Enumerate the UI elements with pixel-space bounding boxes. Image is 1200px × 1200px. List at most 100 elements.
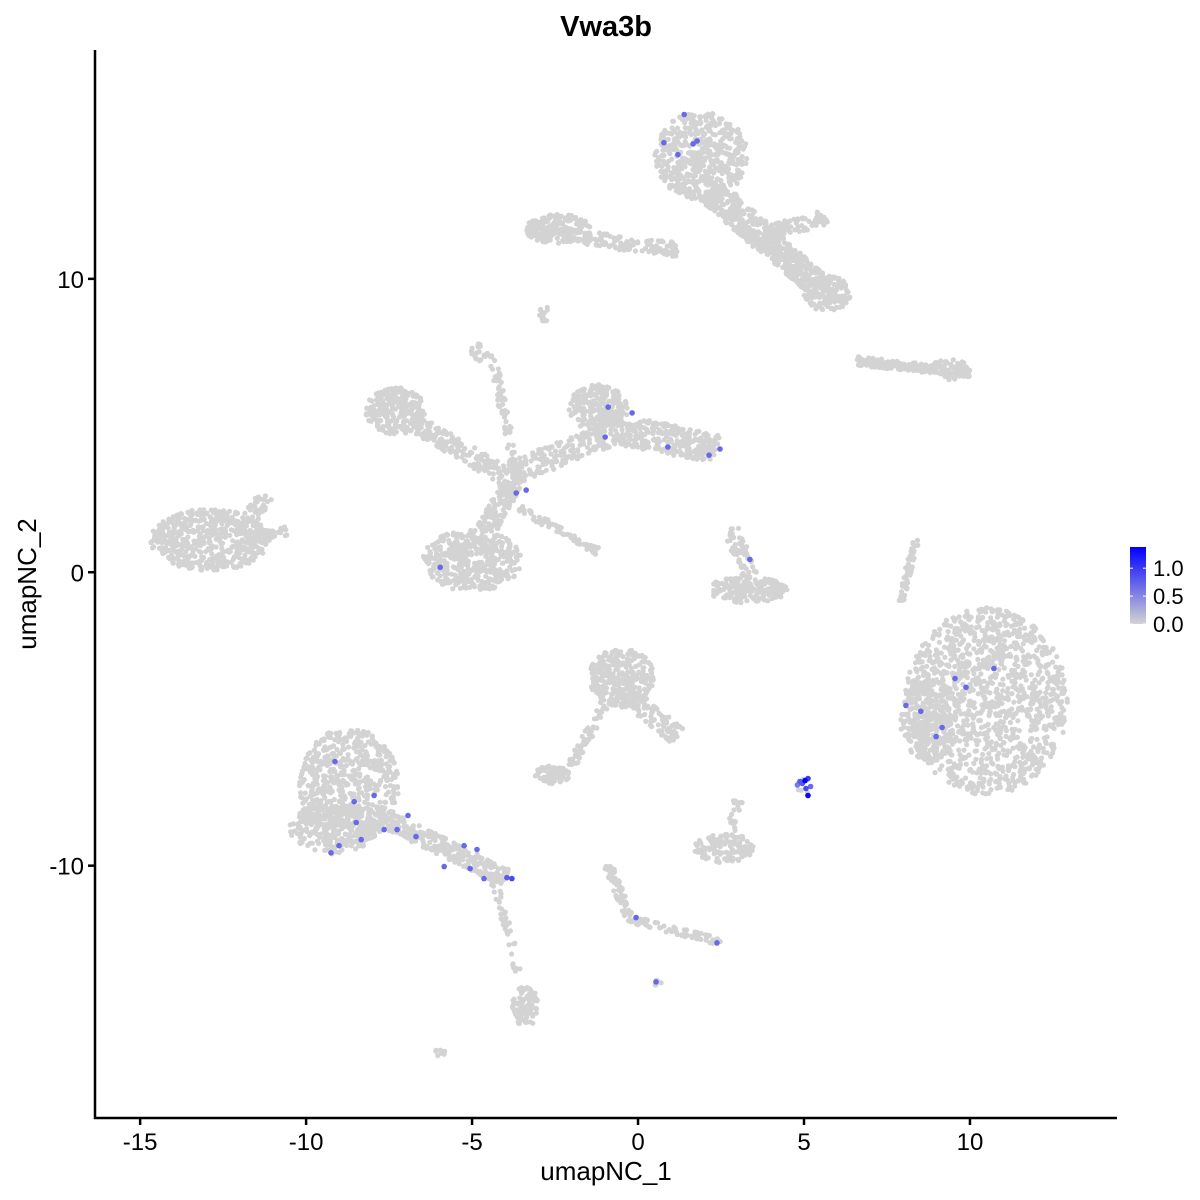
cell-point: [731, 589, 737, 595]
cell-point: [214, 531, 221, 537]
cell-point: [1000, 747, 1006, 753]
cell-point: [698, 197, 704, 203]
cell-point: [473, 455, 479, 461]
cell-point: [606, 244, 612, 250]
cell-point: [727, 192, 733, 198]
cell-point: [150, 528, 156, 534]
cell-point: [967, 766, 974, 773]
cell-point: [760, 235, 767, 241]
cell-point: [549, 460, 555, 466]
cell-point: [710, 131, 716, 137]
cell-point: [644, 440, 650, 446]
cell-point: [707, 202, 713, 208]
cell-point: [844, 290, 850, 296]
cell-point: [752, 232, 759, 238]
cell-point: [409, 389, 415, 395]
cell-point: [197, 543, 203, 549]
cell-point: [445, 552, 451, 558]
cell-point: [681, 142, 687, 148]
cell-point: [259, 531, 265, 537]
cell-point: [690, 180, 696, 186]
cell-point: [724, 151, 730, 157]
cell-point: [758, 216, 764, 222]
cell-point: [734, 581, 741, 588]
cell-point: [230, 538, 236, 544]
cell-point: [455, 448, 461, 454]
cell-point: [368, 418, 374, 424]
cell-point: [658, 238, 664, 244]
cell-point: [515, 480, 521, 486]
cell-point: [722, 163, 729, 169]
cell-point: [661, 424, 667, 430]
cell-point: [698, 151, 705, 157]
cell-point: [423, 556, 429, 562]
cell-point: [711, 442, 717, 448]
cell-point: [540, 314, 546, 320]
cell-point: [800, 215, 806, 221]
cell-point: [540, 455, 546, 461]
cell-point: [477, 341, 483, 348]
cell-point: [817, 283, 823, 289]
cell-point: [603, 232, 609, 238]
cell-point: [206, 535, 212, 541]
cell-point: [663, 247, 669, 253]
cell-point: [599, 410, 606, 416]
cell-point: [1000, 768, 1006, 774]
cell-point: [581, 386, 587, 392]
cell-point: [521, 475, 527, 481]
cell-point: [530, 450, 536, 456]
cell-point: [643, 419, 649, 425]
cell-point: [737, 142, 743, 148]
cell-point: [727, 206, 734, 212]
cell-point: [988, 771, 994, 777]
cell-point: [669, 156, 675, 162]
cell-point: [429, 555, 435, 561]
cell-point: [678, 452, 684, 458]
cell-point: [693, 161, 699, 167]
cell-point: [829, 286, 835, 292]
cell-point: [538, 306, 544, 312]
cell-point: [510, 498, 517, 504]
cell-point: [517, 471, 524, 477]
cell-point: [617, 234, 623, 240]
cell-point: [665, 430, 672, 436]
cell-point: [215, 560, 221, 566]
cell-point: [211, 565, 217, 571]
cell-point: [739, 219, 745, 226]
cell-point: [561, 234, 567, 240]
cell-point: [687, 172, 693, 178]
cell-point: [665, 450, 671, 456]
cell-point: [496, 494, 502, 500]
cell-point: [795, 224, 801, 230]
cell-point: [652, 152, 658, 158]
cell-point: [712, 208, 718, 214]
cell-point: [727, 156, 733, 162]
cell-point: [721, 595, 727, 601]
cell-point: [697, 114, 703, 120]
cell-point: [669, 125, 675, 131]
cell-point: [434, 552, 440, 559]
cell-point: [443, 580, 449, 586]
cell-point: [182, 538, 188, 544]
cell-point: [495, 386, 502, 392]
cell-point: [580, 441, 587, 447]
cell-point: [257, 546, 263, 552]
cell-point: [391, 390, 397, 396]
cell-point: [684, 454, 690, 460]
cell-point: [242, 510, 248, 516]
cell-point: [490, 459, 496, 465]
cell-point: [785, 219, 791, 225]
cell-point: [673, 432, 679, 438]
cell-point: [492, 544, 499, 550]
cell-point: [474, 551, 480, 557]
cell-point: [575, 448, 581, 454]
cell-point: [670, 253, 676, 259]
cell-point: [739, 536, 745, 542]
cell-point: [655, 160, 661, 166]
cell-point: [521, 507, 527, 513]
cell-point: [762, 587, 769, 593]
cell-point: [786, 261, 793, 267]
cell-point: [714, 580, 720, 586]
cell-point: [195, 559, 201, 566]
cell-point: [774, 262, 781, 268]
